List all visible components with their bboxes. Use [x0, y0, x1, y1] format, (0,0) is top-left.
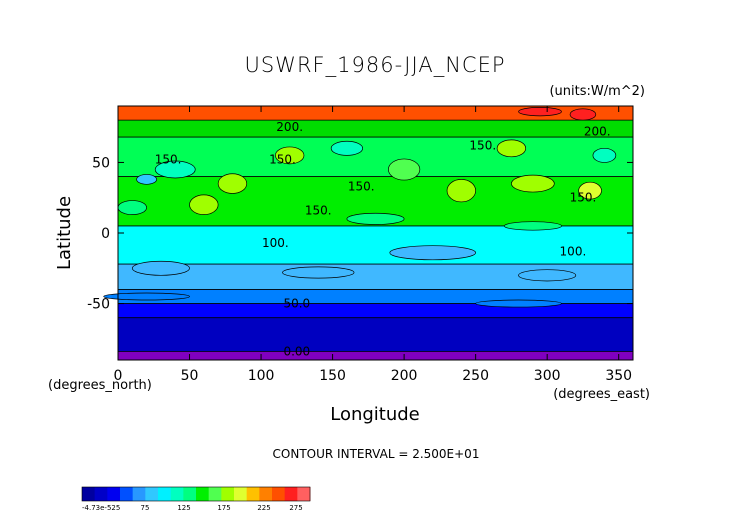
y-unit-note: (degrees_north)	[48, 378, 152, 393]
contour-label-11: 0.00	[283, 345, 310, 359]
heatmap-patch-10	[496, 139, 527, 158]
x-axis-label: Longitude	[330, 404, 420, 425]
heatmap-patch-17	[389, 245, 476, 261]
colorbar-labels: -4.73e-525 75 125 175 225 275	[82, 504, 303, 512]
y-tick-label-1: 0	[101, 226, 110, 242]
x-unit-note: (degrees_east)	[553, 387, 650, 402]
heatmap-patch-7	[330, 140, 363, 156]
colorbar-swatch-15	[272, 487, 286, 501]
colorbar-frame	[81, 486, 311, 502]
contour-label-3: 150.	[269, 153, 296, 167]
colorbar-swatch-7	[170, 487, 184, 501]
heatmap-patch-6	[275, 146, 305, 165]
heatmap-band-1	[118, 120, 633, 138]
heatmap-patch-9	[446, 179, 476, 203]
contour-label-10: 50.0	[283, 297, 310, 311]
heatmap-band-6	[118, 289, 633, 304]
colorbar-swatch-5	[145, 487, 159, 501]
contour-label-5: 150.	[469, 139, 496, 153]
heatmap-patch-11	[511, 174, 555, 193]
colorbar-label-0: -4.73e-525	[82, 504, 120, 512]
colorbar-swatch-17	[297, 487, 311, 501]
contour-label-1: 200.	[584, 124, 611, 138]
colorbar	[81, 486, 311, 502]
colorbar-swatch-9	[196, 487, 210, 501]
x-tick-label-5: 250	[462, 368, 489, 384]
heatmap-band-2	[118, 137, 633, 177]
y-tick-label-2: 50	[92, 155, 110, 171]
heatmap-band-9	[118, 351, 633, 360]
heatmap-band-7	[118, 303, 633, 318]
colorbar-swatch-8	[183, 487, 197, 501]
heatmap-band-8	[118, 317, 633, 352]
contour-label-2: 150.	[155, 153, 182, 167]
heatmap-patch-0	[518, 107, 562, 117]
colorbar-label-2: 125	[177, 504, 190, 512]
heatmap-patch-3	[136, 174, 157, 185]
plot-area: 200. 200. 150. 150. 150. 150. 150. 150. 100. 100.…	[103, 105, 634, 361]
x-tick-label-6: 300	[534, 368, 561, 384]
chart-title: USWRF_1986-JJA_NCEP	[244, 53, 505, 77]
colorbar-swatch-12	[234, 487, 248, 501]
heatmap-patch-19	[282, 266, 355, 279]
heatmap-patch-2	[154, 160, 196, 179]
heatmap-patch-21	[103, 292, 190, 301]
colorbar-label-1: 75	[141, 504, 150, 512]
colorbar-swatch-6	[158, 487, 172, 501]
y-axis-ticks: -50 0 50	[87, 155, 633, 313]
heatmap-patch-13	[592, 147, 617, 163]
heatmap-patch-18	[131, 260, 190, 276]
colorbar-swatch-3	[120, 487, 134, 501]
heatmap-patch-16	[503, 221, 562, 231]
y-axis-label: Latitude	[54, 196, 75, 270]
contour-label-8: 100.	[262, 236, 289, 250]
x-tick-label-4: 200	[391, 368, 418, 384]
contour-label-4: 150.	[348, 179, 375, 193]
colorbar-swatch-0	[82, 487, 96, 501]
heatmap-patch-20	[518, 269, 577, 282]
contour-label-6: 150.	[570, 191, 597, 205]
colorbar-swatch-4	[132, 487, 146, 501]
heatmap-patch-8	[388, 158, 421, 181]
x-tick-label-2: 100	[248, 368, 275, 384]
contour-interval: CONTOUR INTERVAL = 2.500E+01	[273, 447, 480, 461]
colorbar-swatch-14	[259, 487, 273, 501]
colorbar-swatch-1	[94, 487, 108, 501]
heatmap-patch-14	[117, 200, 147, 216]
colorbar-swatch-2	[107, 487, 121, 501]
heatmap-patch-4	[217, 173, 248, 194]
heatmap-bands	[118, 106, 633, 360]
x-tick-label-1: 50	[181, 368, 199, 384]
contour-label-7: 150.	[305, 203, 332, 217]
heatmap-patch-22	[475, 299, 562, 308]
contour-labels: 200. 200. 150. 150. 150. 150. 150. 150. 100. 100.…	[155, 120, 611, 358]
x-tick-label-0: 0	[114, 368, 123, 384]
chart-units: (units:W/m^2)	[549, 84, 645, 99]
contour-label-0: 200.	[276, 120, 303, 134]
heatmap-patches	[103, 107, 617, 308]
colorbar-label-3: 175	[217, 504, 230, 512]
colorbar-label-4: 225	[257, 504, 270, 512]
heatmap-patch-1	[569, 108, 597, 121]
heatmap-patch-5	[189, 194, 219, 216]
colorbar-swatch-13	[246, 487, 260, 501]
colorbar-swatch-16	[284, 487, 298, 501]
colorbar-swatch-10	[208, 487, 222, 501]
x-tick-label-7: 350	[605, 368, 632, 384]
heatmap-band-4	[118, 225, 633, 265]
heatmap-band-0	[118, 106, 633, 121]
y-tick-label-0: -50	[87, 297, 110, 313]
heatmap-patch-12	[578, 181, 602, 200]
colorbar-label-5: 275	[289, 504, 302, 512]
colorbar-swatch-11	[221, 487, 235, 501]
contour-label-9: 100.	[560, 244, 587, 258]
heatmap-patch-15	[346, 212, 405, 225]
x-tick-label-3: 150	[319, 368, 346, 384]
x-axis-ticks: 0 50 100 150 200 250 300 350	[114, 106, 632, 384]
